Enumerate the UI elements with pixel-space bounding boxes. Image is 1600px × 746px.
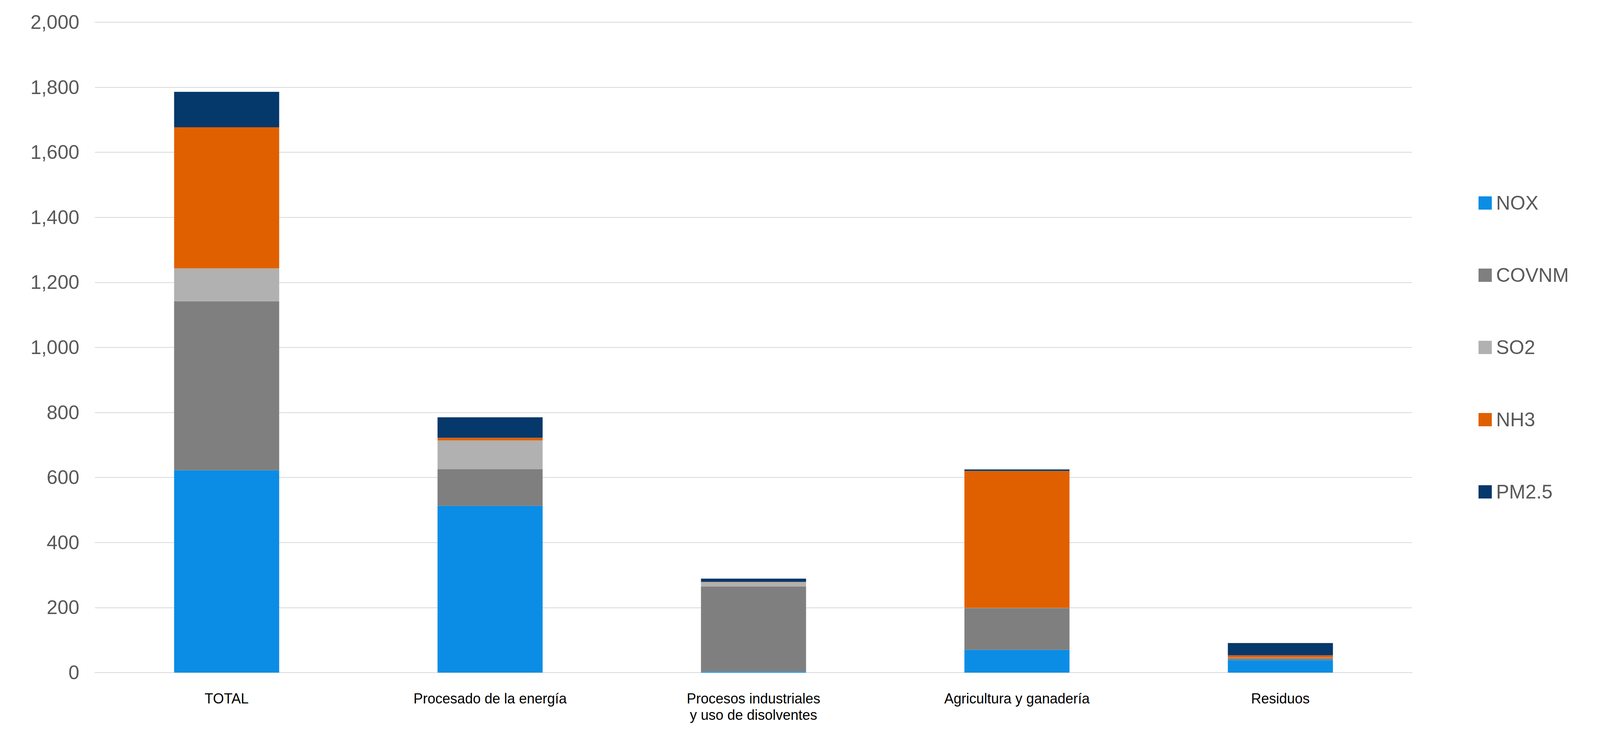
svg-text:y uso de disolventes: y uso de disolventes [689,707,818,724]
svg-text:PM2.5: PM2.5 [1496,481,1553,504]
svg-text:NOX: NOX [1496,192,1539,215]
svg-text:800: 800 [46,401,80,424]
svg-text:1,400: 1,400 [30,206,80,229]
svg-text:200: 200 [46,596,80,619]
svg-text:1,200: 1,200 [30,271,80,294]
svg-text:SO2: SO2 [1496,336,1536,359]
svg-text:1,800: 1,800 [30,76,80,99]
svg-text:Procesado de la energía: Procesado de la energía [413,691,567,708]
svg-text:0: 0 [68,662,80,684]
svg-text:2,000: 2,000 [30,11,80,34]
svg-text:1,000: 1,000 [30,336,80,359]
svg-text:400: 400 [46,532,80,554]
svg-text:COVNM: COVNM [1496,264,1569,287]
svg-text:NH3: NH3 [1496,408,1536,431]
svg-text:600: 600 [46,466,80,489]
svg-text:1,600: 1,600 [30,141,80,164]
svg-text:Agricultura y ganadería: Agricultura y ganadería [944,691,1090,708]
svg-text:Procesos industriales: Procesos industriales [686,691,821,708]
svg-text:TOTAL: TOTAL [204,691,249,708]
svg-text:Residuos: Residuos [1251,691,1310,708]
